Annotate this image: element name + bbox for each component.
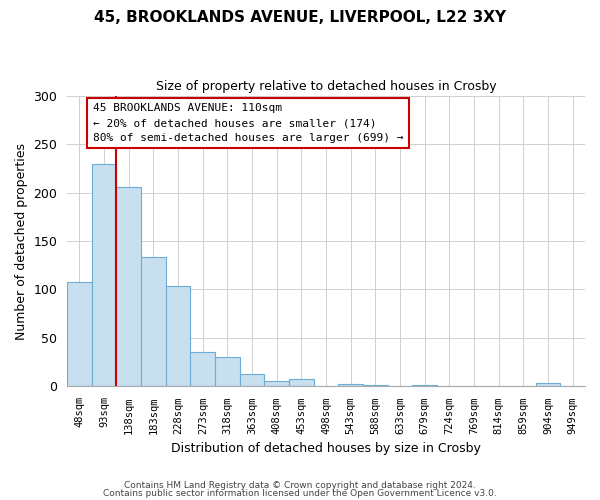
Text: 45 BROOKLANDS AVENUE: 110sqm
← 20% of detached houses are smaller (174)
80% of s: 45 BROOKLANDS AVENUE: 110sqm ← 20% of de… <box>93 104 404 143</box>
Bar <box>363 384 388 386</box>
Bar <box>92 164 116 386</box>
Text: Contains public sector information licensed under the Open Government Licence v3: Contains public sector information licen… <box>103 488 497 498</box>
Title: Size of property relative to detached houses in Crosby: Size of property relative to detached ho… <box>156 80 496 93</box>
Bar <box>190 352 215 386</box>
Bar <box>265 380 289 386</box>
Bar <box>289 378 314 386</box>
Bar <box>67 282 92 387</box>
Bar <box>116 186 141 386</box>
Text: Contains HM Land Registry data © Crown copyright and database right 2024.: Contains HM Land Registry data © Crown c… <box>124 481 476 490</box>
Bar <box>166 286 190 386</box>
Bar <box>215 358 240 386</box>
Y-axis label: Number of detached properties: Number of detached properties <box>15 142 28 340</box>
Text: 45, BROOKLANDS AVENUE, LIVERPOOL, L22 3XY: 45, BROOKLANDS AVENUE, LIVERPOOL, L22 3X… <box>94 10 506 25</box>
X-axis label: Distribution of detached houses by size in Crosby: Distribution of detached houses by size … <box>171 442 481 455</box>
Bar <box>240 374 265 386</box>
Bar <box>338 384 363 386</box>
Bar <box>536 382 560 386</box>
Bar <box>141 256 166 386</box>
